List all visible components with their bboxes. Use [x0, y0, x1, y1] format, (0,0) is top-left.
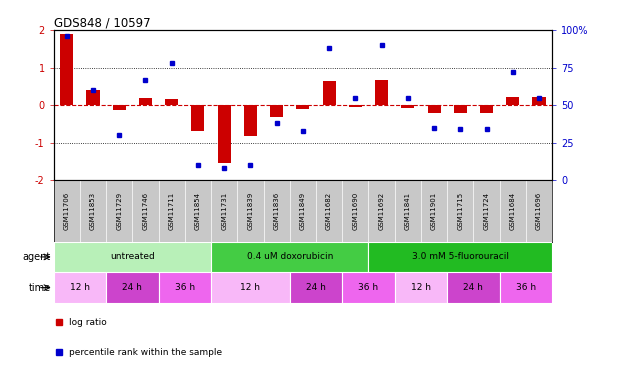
Text: 36 h: 36 h — [516, 283, 536, 292]
Bar — [447, 272, 500, 303]
Bar — [500, 272, 552, 303]
Text: GDS848 / 10597: GDS848 / 10597 — [54, 17, 150, 30]
Bar — [211, 272, 290, 303]
Text: 24 h: 24 h — [306, 283, 326, 292]
Bar — [113, 105, 126, 110]
Text: GSM11836: GSM11836 — [274, 192, 280, 230]
Bar — [54, 272, 106, 303]
Text: GSM11696: GSM11696 — [536, 192, 542, 230]
Text: GSM11853: GSM11853 — [90, 192, 96, 230]
Text: 36 h: 36 h — [175, 283, 195, 292]
Text: GSM11706: GSM11706 — [64, 192, 70, 230]
Text: GSM11682: GSM11682 — [326, 192, 332, 230]
Text: 36 h: 36 h — [358, 283, 379, 292]
Text: GSM11692: GSM11692 — [379, 192, 384, 230]
Bar — [244, 105, 257, 136]
Bar — [211, 242, 369, 272]
Text: log ratio: log ratio — [69, 318, 107, 327]
Bar — [86, 90, 100, 105]
Text: 24 h: 24 h — [122, 283, 142, 292]
Text: time: time — [28, 283, 50, 292]
Bar — [191, 105, 204, 130]
Bar — [158, 272, 211, 303]
Text: 3.0 mM 5-fluorouracil: 3.0 mM 5-fluorouracil — [412, 252, 509, 261]
Bar — [218, 105, 231, 163]
Bar — [401, 105, 415, 108]
Text: GSM11729: GSM11729 — [116, 192, 122, 230]
Text: GSM11684: GSM11684 — [510, 192, 516, 230]
Text: 12 h: 12 h — [240, 283, 261, 292]
Bar — [139, 98, 152, 105]
Text: GSM11690: GSM11690 — [352, 192, 358, 230]
Bar — [54, 242, 211, 272]
Bar — [480, 105, 493, 112]
Text: GSM11724: GSM11724 — [483, 192, 490, 230]
Bar — [506, 97, 519, 105]
Text: GSM11715: GSM11715 — [457, 192, 463, 230]
Bar — [395, 272, 447, 303]
Text: 0.4 uM doxorubicin: 0.4 uM doxorubicin — [247, 252, 333, 261]
Bar — [533, 97, 546, 105]
Bar — [106, 272, 158, 303]
Text: GSM11711: GSM11711 — [168, 192, 175, 230]
Bar — [290, 272, 342, 303]
Bar — [60, 34, 73, 105]
Text: GSM11839: GSM11839 — [247, 192, 254, 230]
Bar — [375, 80, 388, 105]
Bar — [165, 99, 178, 105]
Bar — [322, 81, 336, 105]
Bar — [270, 105, 283, 117]
Bar — [454, 105, 467, 113]
Text: agent: agent — [22, 252, 50, 262]
Text: untreated: untreated — [110, 252, 155, 261]
Text: 12 h: 12 h — [70, 283, 90, 292]
Bar — [427, 105, 440, 112]
Text: GSM11841: GSM11841 — [405, 192, 411, 230]
Text: 12 h: 12 h — [411, 283, 431, 292]
Text: GSM11849: GSM11849 — [300, 192, 306, 230]
Text: GSM11901: GSM11901 — [431, 192, 437, 230]
Bar — [342, 272, 395, 303]
Text: percentile rank within the sample: percentile rank within the sample — [69, 348, 221, 357]
Bar — [349, 105, 362, 107]
Bar — [369, 242, 552, 272]
Text: GSM11854: GSM11854 — [195, 192, 201, 230]
Text: GSM11746: GSM11746 — [143, 192, 148, 230]
Text: GSM11731: GSM11731 — [221, 192, 227, 230]
Bar — [297, 105, 309, 109]
Text: 24 h: 24 h — [464, 283, 483, 292]
